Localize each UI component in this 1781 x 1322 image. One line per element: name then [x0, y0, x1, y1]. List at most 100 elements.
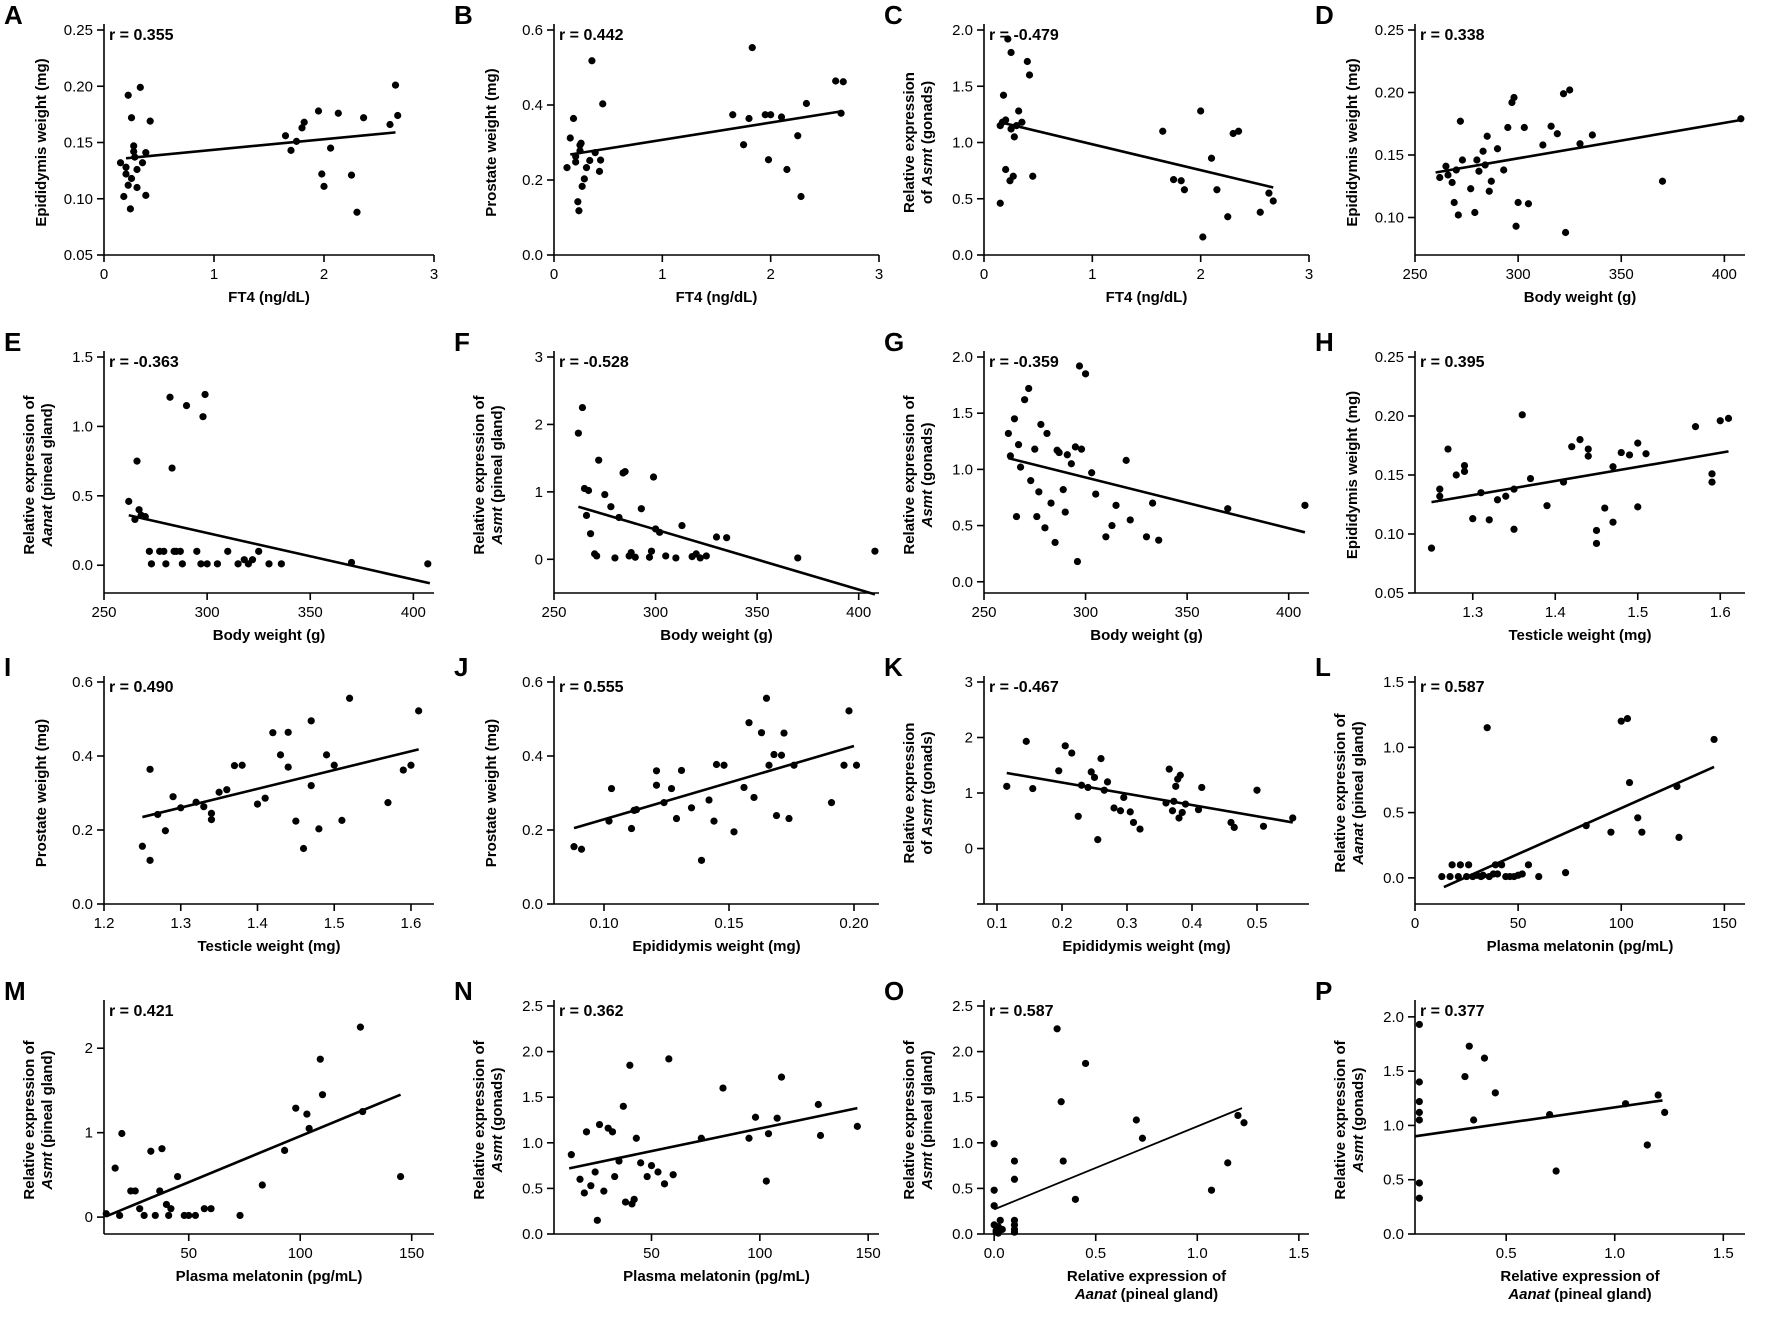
- data-point: [1090, 773, 1099, 782]
- data-point: [1479, 871, 1487, 879]
- data-point: [615, 513, 623, 522]
- data-point: [1502, 492, 1510, 500]
- x-tick-label: 250: [541, 604, 566, 621]
- data-point: [277, 560, 285, 568]
- data-point: [1415, 1108, 1423, 1116]
- data-point: [1576, 436, 1584, 444]
- y-axis-label: Asmt (gonads): [1350, 1067, 1367, 1173]
- x-tick-label: 1: [658, 266, 666, 283]
- label-segment: Epididymis weight (mg): [33, 58, 50, 226]
- y-tick-label: 0.10: [64, 191, 93, 208]
- y-axis-label: Asmt (gonads): [919, 422, 936, 528]
- data-point: [1559, 90, 1568, 98]
- label-segment: of: [919, 186, 936, 204]
- x-tick-label: 1.4: [247, 915, 268, 932]
- correlation-label: r = -0.479: [989, 27, 1059, 44]
- data-point: [1126, 516, 1134, 524]
- data-point: [1165, 765, 1173, 773]
- data-point: [391, 81, 400, 89]
- data-point: [765, 761, 773, 769]
- data-point: [1634, 814, 1642, 822]
- data-point: [1559, 478, 1568, 486]
- y-axis-label: Relative expression of: [471, 394, 488, 554]
- data-point: [1582, 822, 1590, 830]
- data-point: [191, 1211, 200, 1220]
- regression-line: [142, 748, 419, 819]
- data-point: [142, 191, 150, 199]
- y-axis-label: of Asmt (gonads): [919, 731, 936, 854]
- panel-letter: P: [1315, 976, 1332, 1006]
- data-point: [1493, 145, 1502, 153]
- data-point: [102, 1210, 110, 1218]
- data-point: [1454, 211, 1462, 219]
- data-point: [576, 1175, 584, 1183]
- data-point: [1553, 130, 1561, 138]
- x-axis-label: Testicle weight (mg): [197, 938, 340, 955]
- data-point: [1087, 768, 1095, 776]
- data-point: [745, 719, 753, 727]
- data-point: [1546, 1110, 1554, 1119]
- data-point: [1023, 57, 1031, 66]
- data-point: [794, 132, 802, 140]
- data-point: [827, 799, 836, 807]
- data-point: [396, 1172, 405, 1181]
- data-point: [1003, 782, 1011, 790]
- data-point: [632, 1134, 640, 1142]
- y-axis-label: Relative expression of: [901, 1039, 918, 1199]
- data-point: [790, 761, 798, 769]
- x-tick-label: 1: [1088, 266, 1096, 283]
- data-point: [853, 1122, 861, 1130]
- x-tick-label: 0.5: [1085, 1245, 1106, 1262]
- data-point: [1673, 782, 1681, 791]
- data-point: [1561, 228, 1570, 237]
- y-tick-label: 0.20: [64, 78, 93, 95]
- x-tick-label: 2: [766, 266, 774, 283]
- x-tick-label: 3: [430, 266, 438, 283]
- data-point: [1176, 771, 1184, 779]
- x-tick-label: 0.5: [1496, 1245, 1517, 1262]
- data-point: [1415, 1097, 1423, 1106]
- x-tick-label: 0.10: [589, 915, 618, 932]
- data-point: [1609, 463, 1617, 471]
- y-axis-label: Epididymis weight (mg): [1344, 58, 1361, 226]
- data-point: [1691, 423, 1700, 431]
- data-point: [140, 1211, 148, 1220]
- panel-d: D 250 300 350 400 0.10 0.15 0.20 0.25 r = 0.338 Bo…: [1315, 0, 1745, 306]
- panel-i: I 1.2 1.3 1.4 1.5 1.6 0.0 0.2 0.4 0.6 r = 0.490 Tes…: [4, 652, 434, 955]
- data-point: [1617, 717, 1625, 725]
- data-point: [1199, 233, 1207, 241]
- data-point: [1071, 1195, 1080, 1203]
- data-point: [1524, 200, 1533, 208]
- data-point: [575, 207, 583, 215]
- y-tick-label: 1.0: [952, 461, 973, 478]
- data-point: [705, 796, 713, 804]
- y-axis-label: Asmt (pineal gland): [919, 1050, 936, 1190]
- data-point: [656, 528, 664, 536]
- y-axis-label: Relative expression of: [21, 1039, 38, 1199]
- data-point: [1027, 477, 1035, 485]
- data-point: [1415, 1179, 1423, 1187]
- italic-gene-name: Asmt: [489, 506, 506, 546]
- y-tick-label: 0.0: [1383, 870, 1404, 887]
- panel-letter: E: [4, 327, 21, 357]
- y-tick-label: 2.5: [952, 998, 973, 1015]
- data-point: [570, 843, 578, 851]
- data-point: [702, 552, 710, 560]
- data-point: [1452, 166, 1460, 174]
- correlation-label: r = -0.359: [989, 354, 1059, 371]
- data-point: [1002, 165, 1010, 174]
- data-point: [577, 139, 585, 147]
- data-point: [141, 513, 149, 521]
- data-point: [1063, 451, 1071, 459]
- data-point: [126, 205, 134, 213]
- data-point: [177, 804, 185, 812]
- data-point: [729, 111, 737, 119]
- data-point: [762, 1177, 770, 1185]
- data-point: [1073, 557, 1082, 566]
- data-point: [182, 401, 191, 410]
- y-tick-label: 1.5: [952, 78, 973, 95]
- data-point: [338, 816, 346, 824]
- data-point: [178, 560, 186, 568]
- label-segment: (gonads): [919, 731, 936, 799]
- correlation-label: r = -0.528: [559, 354, 629, 371]
